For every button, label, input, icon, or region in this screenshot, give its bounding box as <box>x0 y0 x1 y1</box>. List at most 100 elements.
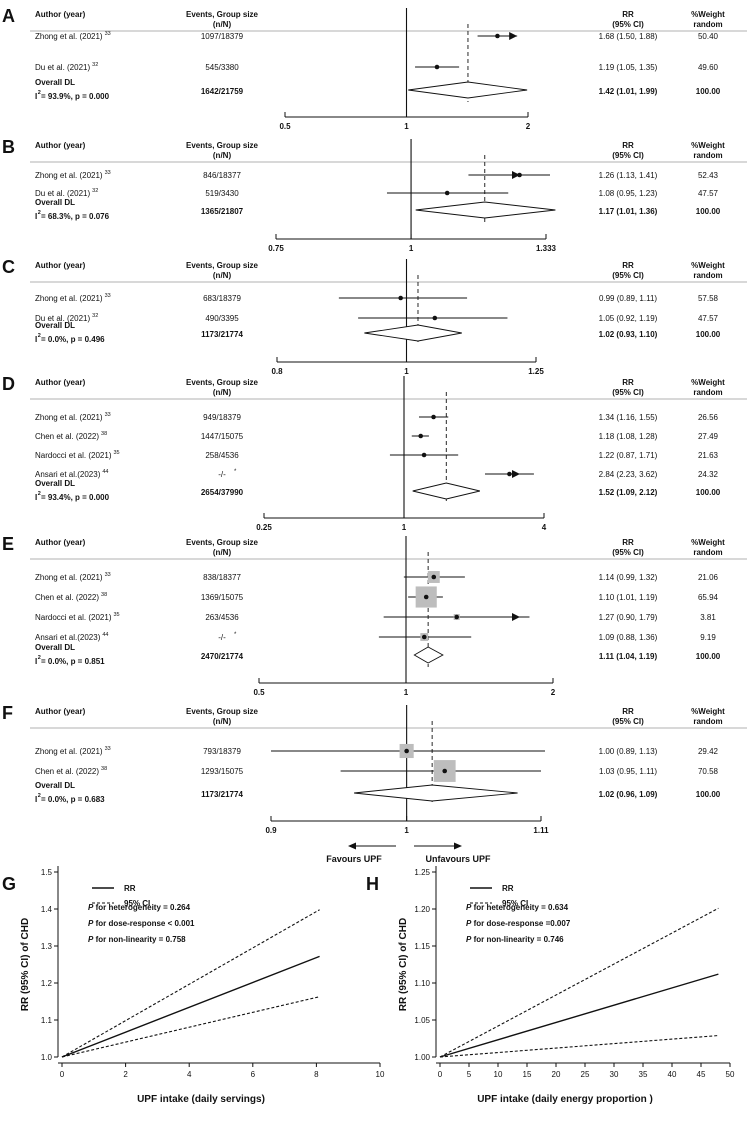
study-reference: 44 <box>102 632 108 638</box>
point-estimate <box>418 433 424 439</box>
panel-letter: G <box>2 874 16 894</box>
study-events: 838/18377 <box>203 573 241 582</box>
study-author: Nardocci et al. (2021) <box>35 451 112 460</box>
p-value-annotation: P for heterogeneity = 0.634 <box>466 903 569 912</box>
overall-rr-ci: 1.02 (0.96, 1.09) <box>599 790 658 799</box>
heterogeneity-stat: = 93.9%, p = 0.000 <box>41 92 110 101</box>
panel-letter: B <box>2 137 15 157</box>
header-rr: RR <box>622 141 634 150</box>
point-estimate <box>444 190 450 196</box>
study-row: Zhong et al. (2021) 33 683/18379 0.99 (0.89… <box>35 293 719 303</box>
heterogeneity-superscript: 2 <box>38 793 41 799</box>
study-reference: 38 <box>101 592 107 598</box>
x-tick-label: 1 <box>404 367 409 376</box>
study-events: 846/18377 <box>203 171 241 180</box>
study-weight: 21.63 <box>698 451 719 460</box>
x-tick-label: 0 <box>438 1070 443 1079</box>
panel-letter: H <box>366 874 379 894</box>
header-weight: %Weight <box>691 707 725 716</box>
overall-weight: 100.00 <box>696 652 721 661</box>
study-events: 683/18379 <box>203 294 241 303</box>
x-tick-label: 0.75 <box>268 244 284 253</box>
study-row: Du et al. (2021) 32 545/3380 1.19 (1.05, 1.… <box>35 62 719 72</box>
x-tick-label: 4 <box>542 523 547 532</box>
study-reference: 44 <box>102 469 108 475</box>
y-tick-label: 1.4 <box>41 905 53 914</box>
study-row: Ansari et al.(2023) 44 -/- * 1.09 (0.88, 1.3… <box>35 632 716 642</box>
forest-panel-c: C Author (year) Events, Group size(n/N) RR(… <box>2 257 747 376</box>
overall-diamond <box>354 784 518 802</box>
panel-letter: E <box>2 534 14 554</box>
series-95-ci-lower <box>61 996 320 1058</box>
study-row: Chen et al. (2022) 38 1293/15075 1.03 (0.95… <box>35 760 719 782</box>
study-row: Zhong et al. (2021) 33 846/18377 1.26 (1.13… <box>35 170 719 180</box>
overall-diamond <box>413 646 444 664</box>
heterogeneity-stat: = 93.4%, p = 0.000 <box>41 493 110 502</box>
header-author: Author (year) <box>35 261 86 270</box>
study-weight: 49.60 <box>698 63 719 72</box>
header-rr-ci: (95% CI) <box>612 20 644 29</box>
x-tick-label: 2 <box>526 122 531 131</box>
header-events-unit: (n/N) <box>213 271 232 280</box>
ci-arrowhead <box>512 171 520 179</box>
x-tick-label: 8 <box>314 1070 319 1079</box>
point-estimate <box>423 594 429 600</box>
point-estimate <box>442 768 447 774</box>
study-weight: 65.94 <box>698 593 719 602</box>
forest-panel-b: B Author (year) Events, Group size(n/N) RR(… <box>2 137 747 253</box>
overall-weight: 100.00 <box>696 87 721 96</box>
point-estimate <box>434 64 440 70</box>
overall-weight: 100.00 <box>696 330 721 339</box>
study-weight: 24.32 <box>698 470 719 479</box>
x-tick-label: 0.5 <box>253 688 265 697</box>
series-95-ci <box>439 907 719 1058</box>
header-events: Events, Group size <box>186 538 259 547</box>
study-weight: 29.42 <box>698 747 719 756</box>
study-author: Du et al. (2021) <box>35 314 90 323</box>
study-row: Zhong et al. (2021) 33 838/18377 1.14 (0.99… <box>35 571 719 583</box>
header-author: Author (year) <box>35 707 86 716</box>
study-rr-ci: 0.99 (0.89, 1.11) <box>599 294 657 303</box>
study-reference: 33 <box>105 572 111 578</box>
study-reference: 33 <box>105 412 111 418</box>
overall-events: 1642/21759 <box>201 87 244 96</box>
p-value-text: for heterogeneity = 0.634 <box>471 903 568 912</box>
heterogeneity-symbol: I <box>35 212 37 221</box>
study-row: Zhong et al. (2021) 33 793/18379 1.00 (0.89… <box>35 743 719 759</box>
study-author: Nardocci et al. (2021) <box>35 613 112 622</box>
heterogeneity-symbol: I <box>35 795 37 804</box>
study-rr-ci: 1.10 (1.01, 1.19) <box>599 593 658 602</box>
header-weight-model: random <box>693 717 722 726</box>
study-events: 1293/15075 <box>201 767 244 776</box>
favours-left-arrowhead <box>348 842 356 850</box>
study-rr-ci: 1.34 (1.16, 1.55) <box>599 413 658 422</box>
study-author: Du et al. (2021) <box>35 189 90 198</box>
header-rr: RR <box>622 707 634 716</box>
x-tick-label: 1 <box>404 688 409 697</box>
p-value-annotation: P for non-linearity = 0.746 <box>466 935 564 944</box>
study-author: Chen et al. (2022) <box>35 593 99 602</box>
x-axis-label: UPF intake (daily energy proportion ) <box>477 1094 653 1105</box>
study-weight: 27.49 <box>698 432 719 441</box>
header-weight-model: random <box>693 20 722 29</box>
header-rr-ci: (95% CI) <box>612 717 644 726</box>
header-rr-ci: (95% CI) <box>612 271 644 280</box>
header-weight: %Weight <box>691 378 725 387</box>
study-row: Chen et al. (2022) 38 1369/15075 1.10 (1.01… <box>35 586 719 608</box>
point-estimate <box>432 315 438 321</box>
study-rr-ci: 1.19 (1.05, 1.35) <box>599 63 658 72</box>
study-row: Du et al. (2021) 32 519/3430 1.08 (0.95, 1.… <box>35 188 719 198</box>
panel-letter: C <box>2 257 15 277</box>
study-rr-ci: 1.68 (1.50, 1.88) <box>599 32 658 41</box>
favours-annotation: Favours UPF Unfavours UPF <box>326 842 491 864</box>
dose-response-panel-g: G 1.0 1.1 1.2 1.3 1.4 1.5 0 2 4 6 8 10 UPF intake (da… <box>2 866 385 1105</box>
study-events: 263/4536 <box>205 613 239 622</box>
overall-weight: 100.00 <box>696 488 721 497</box>
heterogeneity-superscript: 2 <box>38 90 41 96</box>
header-author: Author (year) <box>35 141 86 150</box>
x-tick-label: 45 <box>697 1070 706 1079</box>
study-row: Zhong et al. (2021) 33 949/18379 1.34 (1.16… <box>35 412 719 422</box>
y-tick-label: 1.0 <box>41 1053 53 1062</box>
study-row: Chen et al. (2022) 38 1447/15075 1.18 (1.08… <box>35 431 719 441</box>
study-weight: 9.19 <box>700 633 716 642</box>
